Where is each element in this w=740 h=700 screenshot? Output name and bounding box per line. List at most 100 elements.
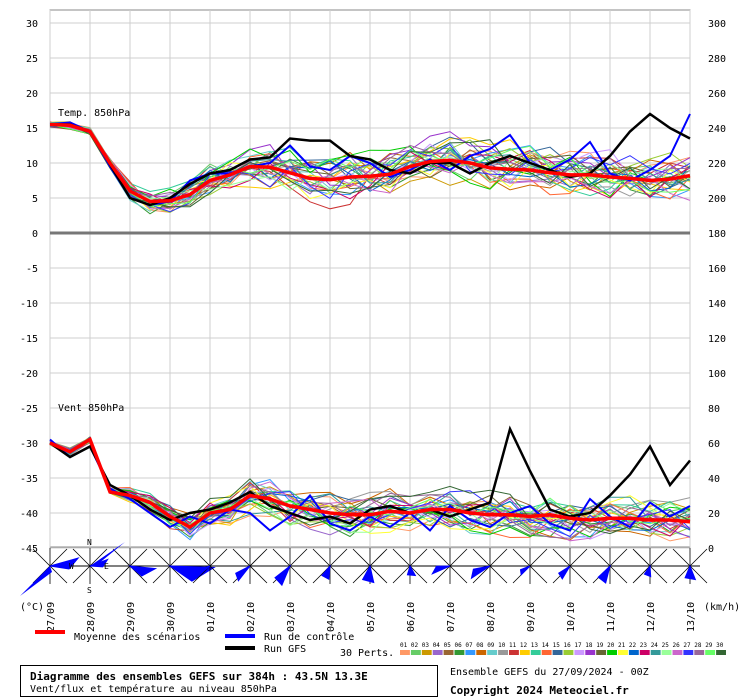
member-color-swatch bbox=[454, 650, 465, 655]
member-color-swatch bbox=[541, 650, 552, 655]
member-id-label: 04 bbox=[433, 642, 441, 649]
left-tick-label: 30 bbox=[26, 19, 38, 30]
temp-panel-label: Temp. 850hPa bbox=[58, 108, 130, 119]
member-id-label: 18 bbox=[585, 642, 593, 649]
date-tick-label: 10/10 bbox=[566, 602, 577, 632]
member-color-swatch bbox=[639, 650, 650, 655]
date-tick-label: 07/10 bbox=[446, 602, 457, 632]
member-id-label: 19 bbox=[596, 642, 604, 649]
member-color-swatch bbox=[519, 650, 530, 655]
ensemble-member-line bbox=[49, 122, 691, 213]
date-tick-label: 29/09 bbox=[126, 602, 137, 632]
member-id-label: 02 bbox=[411, 642, 419, 649]
left-tick-label: -15 bbox=[20, 334, 38, 345]
member-id-label: 11 bbox=[509, 642, 517, 649]
wind-rose-petal bbox=[406, 564, 417, 577]
member-color-swatch bbox=[432, 650, 443, 655]
member-id-label: 17 bbox=[574, 642, 582, 649]
wind-rose-petal bbox=[558, 565, 571, 580]
member-id-label: 01 bbox=[400, 642, 408, 649]
member-id-label: 28 bbox=[694, 642, 702, 649]
member-color-swatch bbox=[607, 650, 617, 655]
member-id-label: 25 bbox=[662, 642, 670, 649]
copyright: Copyright 2024 Meteociel.fr bbox=[450, 684, 629, 697]
date-tick-label: 27/09 bbox=[46, 602, 57, 632]
member-id-label: 03 bbox=[422, 642, 430, 649]
wind-rose-petal bbox=[361, 564, 375, 584]
member-color-swatch bbox=[530, 650, 541, 655]
wind-rose-petal bbox=[470, 565, 491, 580]
right-tick-label: 260 bbox=[708, 89, 726, 100]
member-color-swatch bbox=[563, 650, 574, 655]
ensemble-member-line bbox=[49, 122, 691, 198]
wind-rose-petal bbox=[684, 564, 697, 581]
left-tick-label: -35 bbox=[20, 474, 38, 485]
member-color-swatch bbox=[596, 650, 607, 655]
date-tick-label: 02/10 bbox=[246, 602, 257, 632]
member-color-swatch bbox=[716, 650, 726, 655]
left-tick-label: 25 bbox=[26, 54, 38, 65]
member-id-label: 24 bbox=[651, 642, 659, 649]
member-id-label: 13 bbox=[531, 642, 539, 649]
member-id-label: 06 bbox=[455, 642, 463, 649]
date-tick-label: 13/10 bbox=[686, 602, 697, 632]
member-color-swatch bbox=[628, 650, 639, 655]
member-color-swatch bbox=[650, 650, 661, 655]
member-id-label: 05 bbox=[444, 642, 452, 649]
date-tick-label: 04/10 bbox=[326, 602, 337, 632]
ensemble-member-line bbox=[49, 122, 691, 210]
compass-e: E bbox=[104, 562, 109, 571]
date-tick-label: 12/10 bbox=[646, 602, 657, 632]
left-tick-label: -5 bbox=[26, 264, 38, 275]
wind-rose-petal bbox=[321, 564, 331, 580]
right-tick-label: 200 bbox=[708, 194, 726, 205]
date-tick-label: 01/10 bbox=[206, 602, 217, 632]
member-id-label: 07 bbox=[465, 642, 473, 649]
right-tick-label: 140 bbox=[708, 299, 726, 310]
member-id-label: 29 bbox=[705, 642, 713, 649]
right-tick-label: 300 bbox=[708, 19, 726, 30]
left-tick-label: 20 bbox=[26, 89, 38, 100]
wind-rose-petal bbox=[20, 566, 52, 596]
member-id-label: 16 bbox=[564, 642, 572, 649]
footer-title-box: Diagramme des ensembles GEFS sur 384h : … bbox=[20, 665, 438, 697]
mean-line bbox=[49, 436, 691, 530]
date-tick-label: 08/10 bbox=[486, 602, 497, 632]
right-tick-label: 20 bbox=[708, 509, 720, 520]
left-tick-label: -10 bbox=[20, 299, 38, 310]
wind-rose-petal bbox=[519, 565, 531, 576]
member-id-label: 30 bbox=[716, 642, 724, 649]
left-tick-label: -20 bbox=[20, 369, 38, 380]
wind-rose-petal bbox=[49, 557, 80, 570]
ensemble-member-line bbox=[49, 124, 691, 207]
mean-line bbox=[49, 122, 691, 204]
right-tick-label: 280 bbox=[708, 54, 726, 65]
left-tick-label: 10 bbox=[26, 159, 38, 170]
member-id-label: 15 bbox=[553, 642, 561, 649]
left-tick-label: 5 bbox=[32, 194, 38, 205]
member-id-label: 26 bbox=[673, 642, 681, 649]
member-color-swatch bbox=[585, 650, 596, 655]
member-id-label: 14 bbox=[542, 642, 550, 649]
left-tick-label: 15 bbox=[26, 124, 38, 135]
date-tick-label: 06/10 bbox=[406, 602, 417, 632]
member-color-swatch bbox=[498, 650, 508, 655]
right-tick-label: 180 bbox=[708, 229, 726, 240]
member-color-swatch bbox=[705, 650, 716, 655]
right-unit-label: (km/h) bbox=[704, 602, 740, 613]
ensemble-member-line bbox=[49, 122, 691, 200]
right-tick-label: 220 bbox=[708, 159, 726, 170]
member-id-label: 27 bbox=[683, 642, 691, 649]
legend-control-label: Run de contrôle bbox=[264, 631, 354, 643]
member-color-swatch bbox=[672, 650, 683, 655]
right-tick-label: 240 bbox=[708, 124, 726, 135]
member-color-swatch bbox=[661, 650, 672, 655]
member-id-label: 22 bbox=[629, 642, 637, 649]
member-id-label: 20 bbox=[607, 642, 615, 649]
wind-rose-petal bbox=[196, 565, 211, 578]
member-color-swatch bbox=[400, 650, 410, 655]
left-tick-label: -30 bbox=[20, 439, 38, 450]
chart-title: Diagramme des ensembles GEFS sur 384h : … bbox=[30, 670, 368, 683]
wind-panel-label: Vent 850hPa bbox=[58, 403, 124, 414]
date-tick-label: 09/10 bbox=[526, 602, 537, 632]
